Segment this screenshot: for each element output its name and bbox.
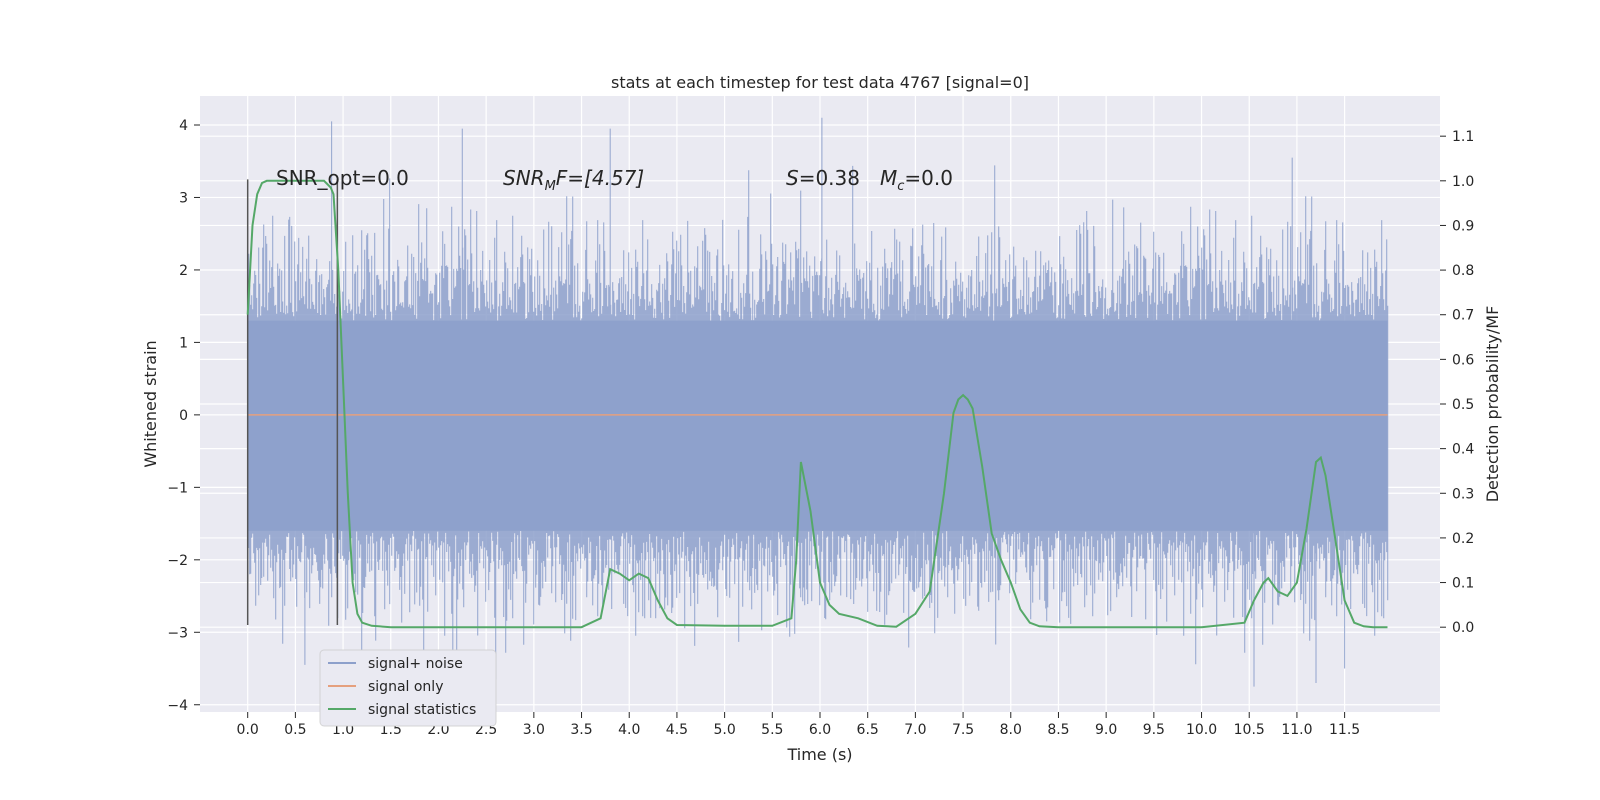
y2-tick-label: 0.0 — [1452, 620, 1474, 636]
x-tick-label: 10.5 — [1234, 722, 1265, 738]
legend-label-signal-noise: signal+ noise — [368, 656, 463, 672]
snr-mf-symbol: SNR — [503, 166, 545, 190]
x-axis-label: Time (s) — [786, 745, 852, 764]
y-tick-label: −3 — [167, 625, 188, 641]
annotation-mc: Mc=0.0 — [880, 166, 953, 194]
y2-tick-label: 0.8 — [1452, 263, 1474, 279]
y2-tick-label: 0.5 — [1452, 397, 1474, 413]
snr-mf-tail: F=[4.57] — [556, 166, 644, 190]
signal-statistics-series — [246, 179, 1388, 629]
snr-mf-subscript: M — [545, 179, 556, 194]
y-tick-label: 0 — [179, 408, 188, 424]
y2-tick-label: 0.4 — [1452, 442, 1474, 458]
x-tick-label: 4.0 — [618, 722, 640, 738]
x-tick-label: 11.0 — [1281, 722, 1312, 738]
x-tick-label: 10.0 — [1186, 722, 1217, 738]
y2-tick-label: 0.6 — [1452, 352, 1474, 368]
chart-title: stats at each timestep for test data 476… — [611, 73, 1029, 92]
y2-tick-label: 0.3 — [1452, 486, 1474, 502]
y2-tick-label: 0.1 — [1452, 576, 1474, 592]
y-tick-label: −1 — [167, 480, 188, 496]
legend: signal+ noise signal only signal statist… — [319, 649, 497, 727]
legend-label-signal-only: signal only — [368, 679, 443, 695]
mc-subscript: c — [897, 179, 904, 194]
x-tick-label: 6.5 — [857, 722, 879, 738]
s-value: =0.38 — [799, 166, 860, 190]
mc-value: =0.0 — [904, 166, 953, 190]
x-tick-label: 5.0 — [713, 722, 735, 738]
signal-noise-core — [247, 320, 1388, 531]
y2-tick-label: 0.7 — [1452, 308, 1474, 324]
y-tick-label: −4 — [167, 698, 188, 714]
annotation-snr-opt: SNR_opt=0.0 — [276, 166, 409, 190]
x-tick-label: 5.5 — [761, 722, 783, 738]
y-tick-label: 2 — [179, 263, 188, 279]
y-tick-label: −2 — [167, 553, 188, 569]
y-tick-label: 1 — [179, 335, 188, 351]
y2-tick-label: 0.2 — [1452, 531, 1474, 547]
plot-content — [246, 117, 1389, 687]
y-tick-label: 4 — [179, 118, 188, 134]
x-tick-label: 9.0 — [1095, 722, 1117, 738]
y-axis-ticks: 4 3 2 1 0 −1 −2 −3 −4 — [167, 118, 200, 714]
legend-box — [319, 649, 497, 727]
y2-tick-label: 1.0 — [1452, 174, 1474, 190]
x-tick-label: 3.0 — [523, 722, 545, 738]
x-tick-label: 7.5 — [952, 722, 974, 738]
y2-tick-label: 1.1 — [1452, 129, 1474, 145]
x-tick-label: 3.5 — [570, 722, 592, 738]
x-tick-label: 7.0 — [904, 722, 926, 738]
x-tick-label: 11.5 — [1329, 722, 1360, 738]
x-tick-label: 0.5 — [284, 722, 306, 738]
x-tick-label: 8.0 — [1000, 722, 1022, 738]
x-tick-label: 0.0 — [237, 722, 259, 738]
x-tick-label: 8.5 — [1047, 722, 1069, 738]
annotation-snr-mf: SNRMF=[4.57] — [503, 166, 644, 194]
y-tick-label: 3 — [179, 190, 188, 206]
legend-label-signal-statistics: signal statistics — [368, 702, 476, 718]
y2-tick-label: 0.9 — [1452, 218, 1474, 234]
signal-noise-series — [247, 117, 1389, 687]
mc-symbol: M — [880, 166, 897, 190]
y-axis-label: Whitened strain — [141, 340, 160, 467]
s-symbol: S — [786, 166, 799, 190]
x-tick-label: 6.0 — [809, 722, 831, 738]
y2-axis-label: Detection probability/MF — [1483, 306, 1502, 503]
annotation-s: S=0.38 — [786, 166, 860, 190]
y2-axis-ticks: 1.1 1.0 0.9 0.8 0.7 0.6 0.5 0.4 0.3 0.2 0.1 0.0 — [1440, 129, 1474, 636]
x-tick-label: 4.5 — [666, 722, 688, 738]
x-tick-label: 9.5 — [1143, 722, 1165, 738]
